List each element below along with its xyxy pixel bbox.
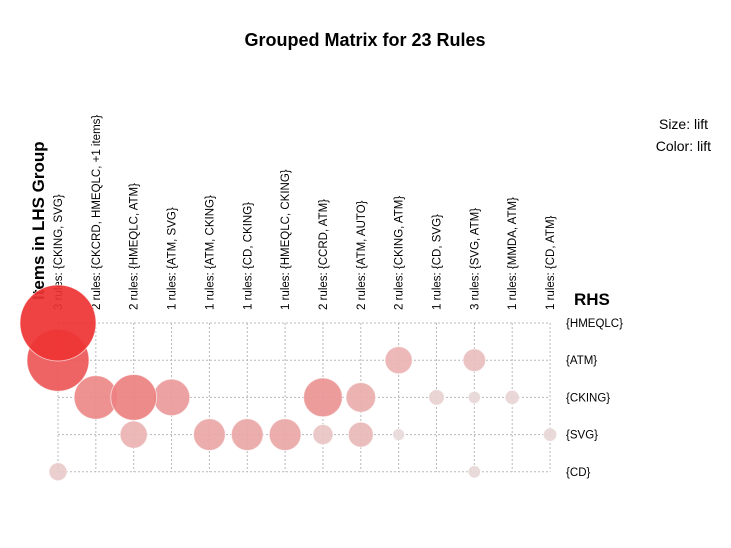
- rule-bubble: [48, 462, 68, 482]
- lhs-group-label: 1 rules: {CD, ATM}: [545, 215, 557, 310]
- lhs-group-label: 3 rules: {CKING, SVG}: [53, 194, 65, 310]
- lhs-group-label: 2 rules: {CKING, ATM}: [394, 196, 406, 310]
- rule-bubble: [303, 377, 343, 418]
- rule-bubble: [119, 420, 148, 449]
- lhs-group-label: 1 rules: {ATM, CKING}: [204, 195, 216, 310]
- rule-bubble: [19, 284, 97, 362]
- rule-bubble: [467, 390, 482, 405]
- rhs-item-label: {ATM}: [566, 355, 597, 367]
- rule-bubble: [542, 427, 558, 442]
- lhs-group-label: 1 rules: {CD, CKING}: [242, 202, 254, 310]
- lhs-axis-title: Items in LHS Group: [29, 141, 48, 300]
- rule-bubble: [268, 418, 302, 452]
- chart-title: Grouped Matrix for 23 Rules: [244, 30, 485, 50]
- lhs-group-label: 1 rules: {CD, SVG}: [432, 214, 444, 310]
- lhs-group-label: 2 rules: {CCRD, ATM}: [318, 199, 330, 310]
- rule-bubble: [312, 424, 334, 446]
- rhs-item-label: {CKING}: [566, 392, 610, 404]
- color-legend-label: Color: lift: [656, 138, 711, 154]
- rule-bubble: [462, 348, 487, 373]
- rule-bubble: [152, 378, 191, 417]
- lhs-group-label: 2 rules: {ATM, AUTO}: [356, 200, 368, 310]
- bubbles: [19, 284, 558, 482]
- rule-bubble: [345, 382, 377, 413]
- rhs-item-label: {CD}: [566, 467, 590, 479]
- rule-bubble: [347, 421, 374, 448]
- lhs-group-label: 1 rules: {ATM, SVG}: [167, 207, 179, 310]
- rule-bubble: [428, 389, 445, 406]
- rule-bubble: [467, 465, 482, 479]
- rule-bubble: [230, 418, 264, 452]
- rule-bubble: [193, 418, 226, 452]
- rhs-item-labels: {HMEQLC} {ATM} {CKING} {SVG} {CD}: [566, 318, 623, 479]
- size-legend-label: Size: lift: [659, 116, 708, 132]
- rule-bubble: [384, 346, 413, 375]
- lhs-group-label: 1 rules: {MMDA, ATM}: [507, 197, 519, 310]
- lhs-group-label: 2 rules: {CKCRD, HMEQLC, +1 items}: [91, 115, 103, 310]
- lhs-group-label: 3 rules: {SVG, ATM}: [469, 208, 481, 310]
- rhs-item-label: {SVG}: [566, 430, 598, 442]
- rhs-axis-title: RHS: [574, 290, 610, 309]
- lhs-group-label: 2 rules: {HMEQLC, ATM}: [129, 183, 141, 310]
- rule-bubble: [392, 428, 406, 442]
- lhs-group-labels: 3 rules: {CKING, SVG} 2 rules: {CKCRD, HM…: [53, 115, 557, 310]
- rule-bubble: [110, 374, 158, 421]
- rule-bubble: [504, 389, 520, 405]
- rhs-item-label: {HMEQLC}: [566, 318, 623, 330]
- lhs-group-label: 1 rules: {HMEQLC, CKING}: [280, 169, 292, 310]
